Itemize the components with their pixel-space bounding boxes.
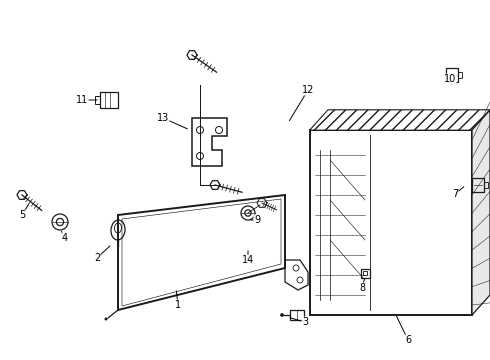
Text: 2: 2 bbox=[94, 253, 100, 263]
Text: 12: 12 bbox=[302, 85, 314, 95]
Text: 7: 7 bbox=[452, 189, 458, 199]
Circle shape bbox=[104, 318, 107, 320]
Text: 10: 10 bbox=[444, 74, 456, 84]
Text: 5: 5 bbox=[19, 210, 25, 220]
Bar bbox=[361, 269, 369, 278]
Text: 4: 4 bbox=[62, 233, 68, 243]
Text: 6: 6 bbox=[405, 335, 411, 345]
Bar bbox=[446, 68, 458, 82]
Bar bbox=[458, 72, 462, 78]
Bar bbox=[310, 130, 472, 315]
Bar bbox=[95, 96, 100, 104]
Text: 11: 11 bbox=[76, 95, 88, 105]
Circle shape bbox=[280, 314, 284, 316]
Polygon shape bbox=[310, 110, 490, 130]
Bar bbox=[484, 182, 488, 188]
Bar bbox=[472, 178, 484, 192]
Polygon shape bbox=[192, 118, 227, 166]
Text: 1: 1 bbox=[175, 300, 181, 310]
Polygon shape bbox=[118, 195, 285, 310]
Polygon shape bbox=[310, 110, 490, 130]
Text: 3: 3 bbox=[302, 317, 308, 327]
Text: 9: 9 bbox=[254, 215, 260, 225]
Text: 8: 8 bbox=[359, 283, 365, 293]
Bar bbox=[100, 92, 118, 108]
Bar bbox=[290, 310, 304, 320]
Text: 13: 13 bbox=[157, 113, 169, 123]
Text: 14: 14 bbox=[242, 255, 254, 265]
Bar bbox=[363, 271, 367, 275]
Polygon shape bbox=[472, 110, 490, 315]
